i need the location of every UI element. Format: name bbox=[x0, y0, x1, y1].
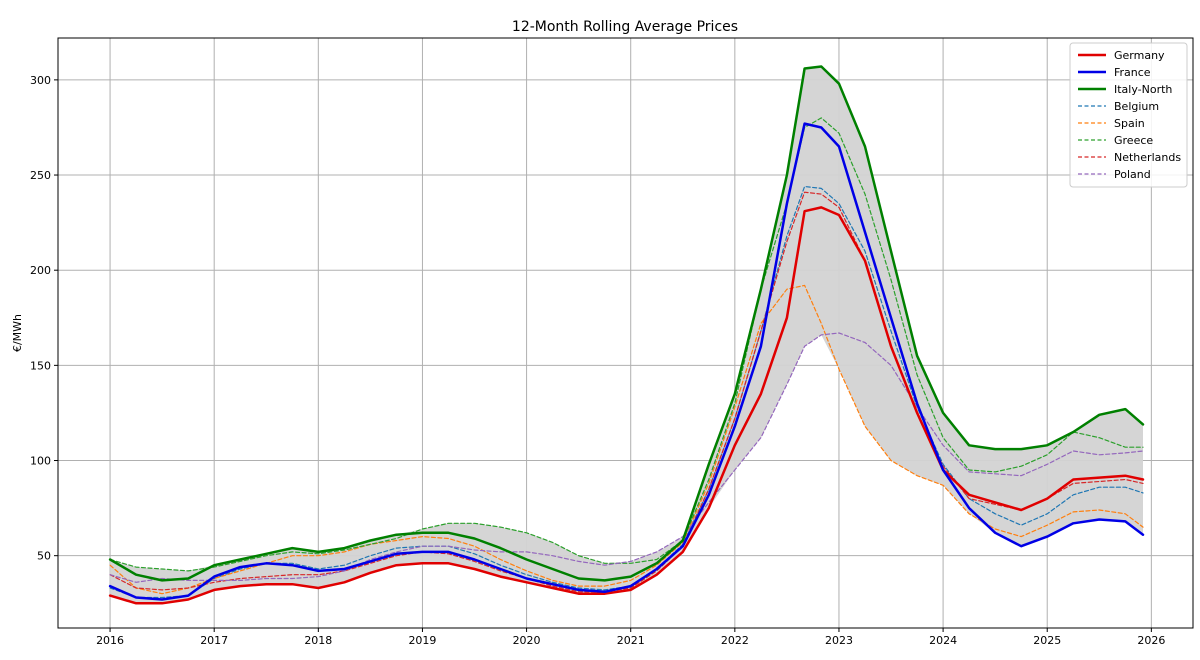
legend-label-belgium: Belgium bbox=[1114, 100, 1159, 113]
y-tick-label: 50 bbox=[37, 550, 51, 563]
x-tick-label: 2026 bbox=[1137, 634, 1165, 647]
legend-label-poland: Poland bbox=[1114, 168, 1151, 181]
x-tick-label: 2019 bbox=[408, 634, 436, 647]
plot-frame bbox=[57, 37, 1194, 629]
series-line-germany bbox=[108, 206, 1145, 605]
x-tick-label: 2021 bbox=[617, 634, 645, 647]
legend-label-germany: Germany bbox=[1114, 49, 1165, 62]
x-tick-label: 2024 bbox=[929, 634, 957, 647]
series-line-netherlands bbox=[109, 191, 1144, 593]
series-line-poland bbox=[109, 332, 1144, 583]
y-tick-label: 250 bbox=[30, 169, 51, 182]
x-tick-label: 2020 bbox=[513, 634, 541, 647]
chart-title: 12-Month Rolling Average Prices bbox=[512, 19, 738, 35]
y-axis-label: €/MWh bbox=[11, 314, 24, 352]
series-line-italy-north bbox=[108, 65, 1145, 582]
x-tick-label: 2016 bbox=[96, 634, 124, 647]
x-tick-label: 2022 bbox=[721, 634, 749, 647]
y-axis: 50 100 150 200 250 300 bbox=[30, 74, 58, 563]
series-line-france bbox=[108, 122, 1145, 601]
x-tick-label: 2017 bbox=[200, 634, 228, 647]
x-axis: 2016 2017 2018 2019 2020 2021 2022 2023 2024 2025… bbox=[96, 628, 1165, 647]
legend-box bbox=[1069, 42, 1188, 188]
legend-label-spain: Spain bbox=[1114, 117, 1145, 130]
legend: Germany France Italy-North Belgium Spain Gree… bbox=[1069, 42, 1188, 188]
x-tick-label: 2023 bbox=[825, 634, 853, 647]
series-line-greece bbox=[109, 117, 1144, 572]
legend-label-italy-north: Italy-North bbox=[1114, 83, 1172, 96]
legend-label-france: France bbox=[1114, 66, 1151, 79]
y-tick-label: 300 bbox=[30, 74, 51, 87]
x-tick-label: 2018 bbox=[304, 634, 332, 647]
series-line-spain bbox=[109, 284, 1144, 595]
y-tick-label: 150 bbox=[30, 359, 51, 372]
series-lines bbox=[108, 65, 1145, 605]
x-tick-label: 2025 bbox=[1033, 634, 1061, 647]
y-tick-label: 100 bbox=[30, 455, 51, 468]
legend-label-netherlands: Netherlands bbox=[1114, 151, 1181, 164]
y-tick-label: 200 bbox=[30, 264, 51, 277]
legend-label-greece: Greece bbox=[1114, 134, 1153, 147]
